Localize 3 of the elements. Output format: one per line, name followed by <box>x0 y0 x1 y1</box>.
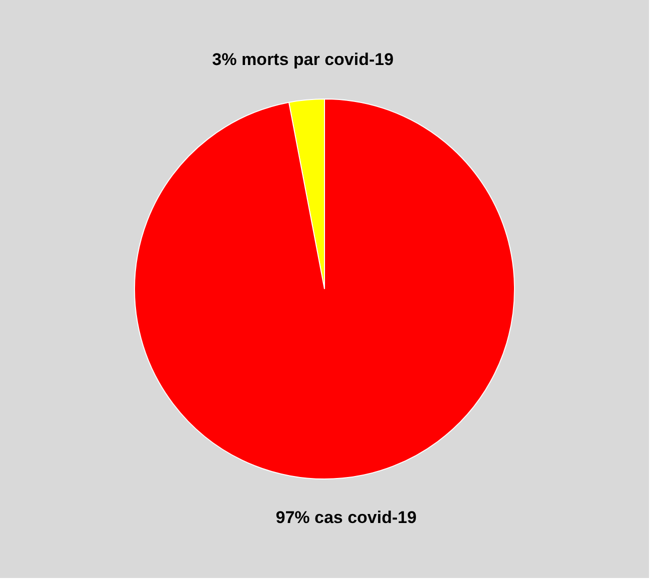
pie-slice <box>134 98 515 480</box>
slice-label: 3% morts par covid-19 <box>212 50 394 70</box>
slice-label: 97% cas covid-19 <box>276 508 417 527</box>
